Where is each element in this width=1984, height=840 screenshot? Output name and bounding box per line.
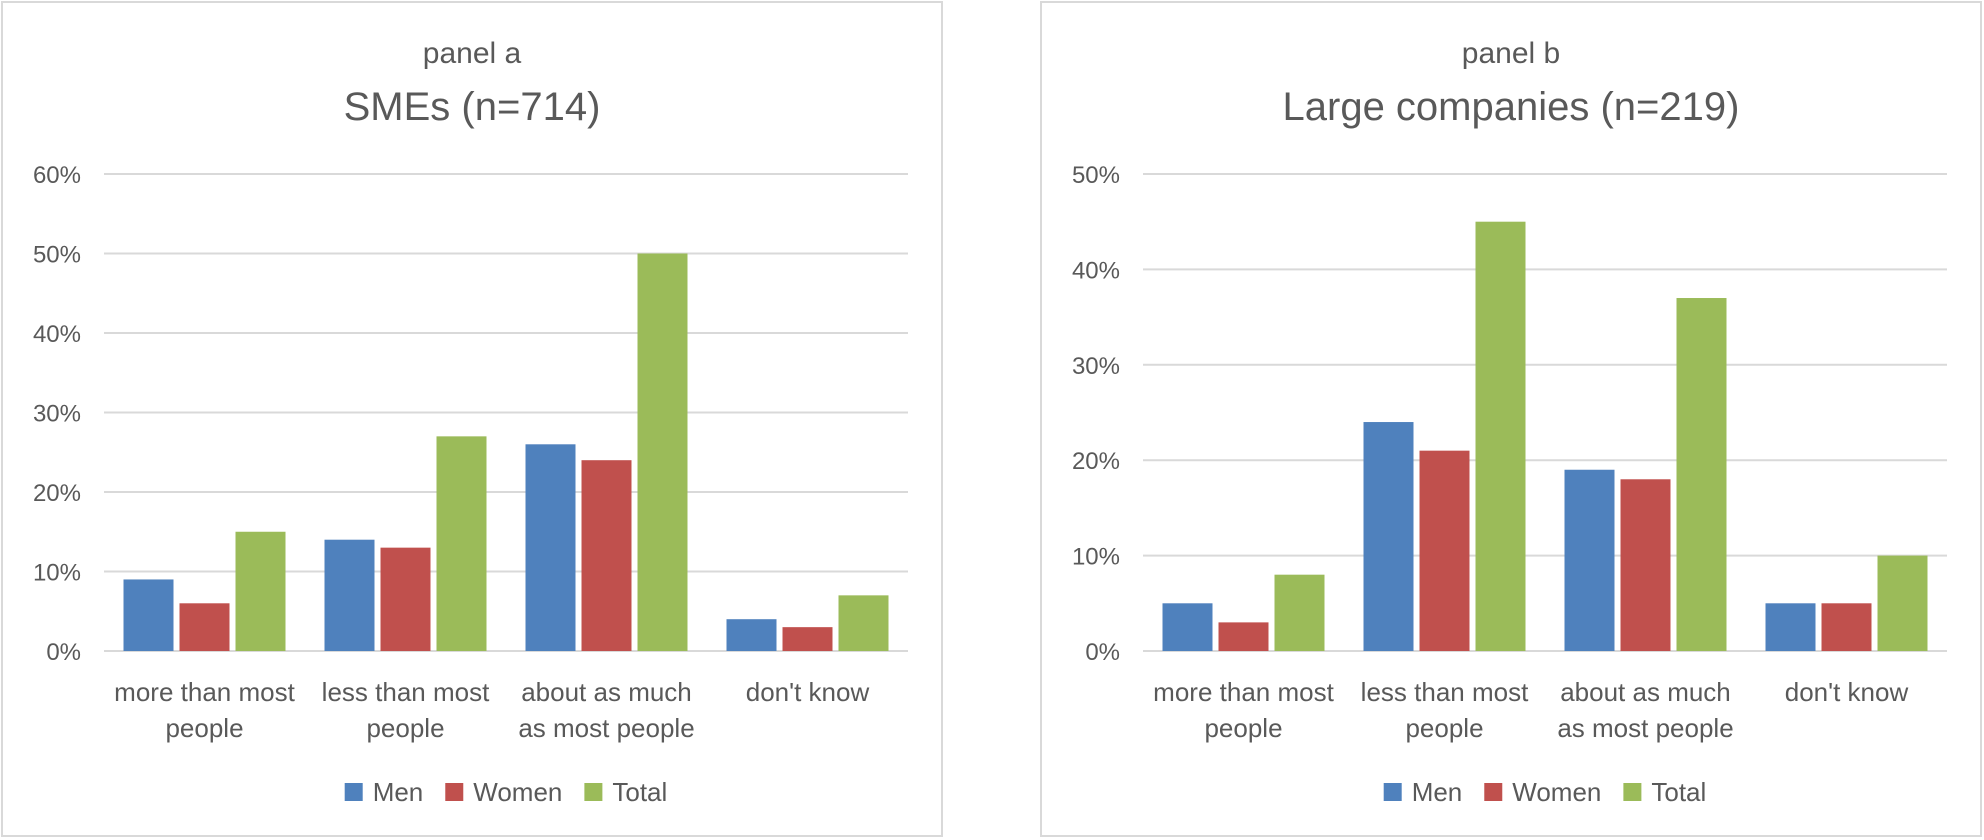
x-category-label: as most people bbox=[518, 713, 694, 743]
bar-total-3 bbox=[1676, 298, 1727, 651]
bar-men-2 bbox=[324, 539, 375, 651]
legend-label-men: Men bbox=[1412, 777, 1463, 807]
x-category-label: don't know bbox=[746, 677, 870, 707]
y-tick-label: 10% bbox=[1072, 544, 1120, 571]
bar-women-3 bbox=[581, 460, 632, 651]
legend-swatch-total bbox=[584, 783, 603, 801]
chart-panel-a: panel a SMEs (n=714) 0% 10% 20% 30% 40% 50% 60… bbox=[1, 1, 943, 837]
legend-swatch-total bbox=[1623, 783, 1642, 801]
chart-title: Large companies (n=219) bbox=[1282, 85, 1740, 129]
bar-women-2 bbox=[1419, 450, 1470, 651]
x-category-label: people bbox=[1204, 713, 1282, 743]
bar-women-2 bbox=[380, 547, 431, 651]
bar-men-4 bbox=[1765, 603, 1816, 651]
y-tick-label: 40% bbox=[1072, 257, 1120, 284]
legend-label-women: Women bbox=[1512, 777, 1601, 807]
bar-men-1 bbox=[123, 579, 174, 651]
legend-label-total: Total bbox=[1651, 777, 1706, 807]
x-category-label: about as much bbox=[521, 677, 692, 707]
bar-men-3 bbox=[1564, 469, 1615, 651]
y-tick-label: 50% bbox=[33, 242, 81, 269]
bar-men-1 bbox=[1162, 603, 1213, 651]
legend-label-women: Women bbox=[473, 777, 562, 807]
legend-label-men: Men bbox=[373, 777, 424, 807]
x-category-label: less than most bbox=[322, 677, 490, 707]
legend-label-total: Total bbox=[612, 777, 667, 807]
y-tick-label: 20% bbox=[33, 480, 81, 507]
bar-chart-smes: 0% 10% 20% 30% 40% 50% 60% more than most people… bbox=[33, 162, 908, 807]
panel-label: panel b bbox=[1461, 37, 1561, 70]
legend-swatch-men bbox=[344, 783, 363, 801]
bar-total-1 bbox=[1274, 574, 1325, 651]
bar-men-3 bbox=[525, 444, 576, 651]
panel-label: panel a bbox=[422, 37, 522, 70]
bar-women-1 bbox=[179, 603, 230, 651]
x-category-label: more than most bbox=[1153, 677, 1334, 707]
y-tick-label: 0% bbox=[46, 639, 81, 666]
x-category-label: less than most bbox=[1361, 677, 1529, 707]
y-tick-label: 50% bbox=[1072, 162, 1120, 189]
bar-total-2 bbox=[1475, 221, 1526, 651]
bar-total-4 bbox=[1877, 555, 1928, 651]
legend-swatch-men bbox=[1383, 783, 1402, 801]
bar-women-4 bbox=[1821, 603, 1872, 651]
y-tick-label: 30% bbox=[1072, 353, 1120, 380]
chart-title: SMEs (n=714) bbox=[343, 85, 601, 129]
y-tick-label: 60% bbox=[33, 162, 81, 189]
x-category-label: people bbox=[366, 713, 444, 743]
legend-swatch-women bbox=[1484, 783, 1503, 801]
y-tick-label: 30% bbox=[33, 401, 81, 428]
y-tick-label: 0% bbox=[1085, 639, 1120, 666]
y-tick-label: 40% bbox=[33, 321, 81, 348]
y-tick-label: 20% bbox=[1072, 448, 1120, 475]
x-category-label: more than most bbox=[114, 677, 295, 707]
chart-panel-b: panel b Large companies (n=219) 0% 10% 20%… bbox=[1040, 1, 1982, 837]
bar-chart-large-companies: 0% 10% 20% 30% 40% 50% more than most people les… bbox=[1072, 162, 1947, 807]
y-tick-label: 10% bbox=[33, 560, 81, 587]
x-category-label: don't know bbox=[1785, 677, 1909, 707]
x-category-label: people bbox=[165, 713, 243, 743]
bar-total-4 bbox=[838, 595, 889, 651]
bar-women-1 bbox=[1218, 622, 1269, 651]
x-category-label: people bbox=[1405, 713, 1483, 743]
bar-total-2 bbox=[436, 436, 487, 651]
legend-swatch-women bbox=[445, 783, 464, 801]
bar-women-4 bbox=[782, 627, 833, 651]
bar-total-3 bbox=[637, 253, 688, 651]
bar-men-2 bbox=[1363, 422, 1414, 651]
x-category-label: as most people bbox=[1557, 713, 1733, 743]
bar-men-4 bbox=[726, 619, 777, 651]
bar-women-3 bbox=[1620, 479, 1671, 651]
x-category-label: about as much bbox=[1560, 677, 1731, 707]
bar-total-1 bbox=[235, 531, 286, 651]
